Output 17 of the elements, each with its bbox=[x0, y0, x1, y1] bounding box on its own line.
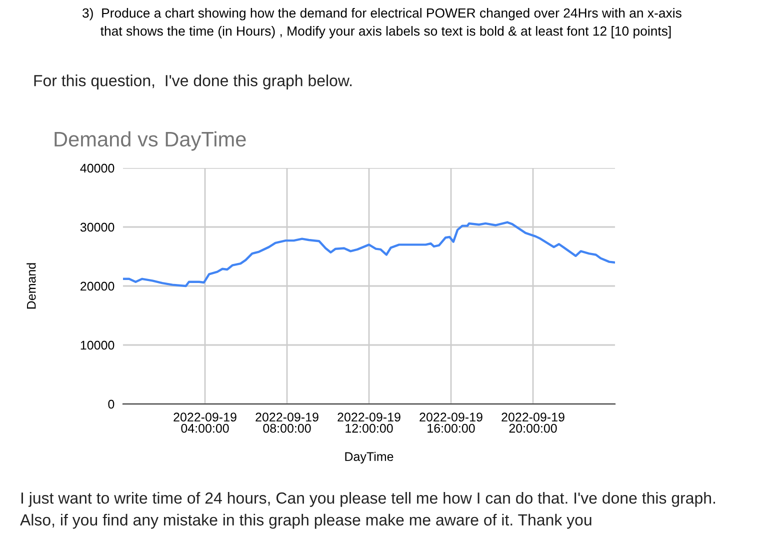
chart-title: Demand vs DayTime bbox=[54, 131, 246, 151]
x-tick-label: 2022-09-19 04:00:00 bbox=[174, 412, 236, 433]
x-tick-label: 2022-09-19 12:00:00 bbox=[338, 412, 400, 433]
line-series bbox=[123, 221, 615, 288]
y-axis-title: Demand bbox=[26, 263, 36, 309]
y-tick-label: 20000 bbox=[80, 282, 114, 291]
y-tick-label: 0 bbox=[108, 400, 114, 409]
x-tick-label: 2022-09-19 16:00:00 bbox=[420, 412, 482, 433]
x-axis-title: DayTime bbox=[345, 452, 394, 464]
y-tick-label: 10000 bbox=[80, 340, 114, 350]
text: For this question, I've done this graph below. bbox=[34, 74, 352, 90]
text: I just want to write time of 24 hours, Can you please tell me how I can do that. I've done this graph. Also, if you find any mistake in this graph please make me aware of it. Thank you bbox=[20, 492, 715, 529]
x-tick-label: 2022-09-19 08:00:00 bbox=[256, 412, 318, 433]
y-tick-label: 40000 bbox=[80, 164, 114, 173]
y-tick-label: 30000 bbox=[80, 222, 114, 232]
text: 3) Produce a chart showing how the demand for electrical POWER changed over 24Hrs with an x-axis that shows the time (in Hours) , Modify your axis labels so text is bold & at least font 12 [10 points] bbox=[82, 8, 682, 38]
x-tick-label: 2022-09-19 20:00:00 bbox=[502, 412, 564, 433]
